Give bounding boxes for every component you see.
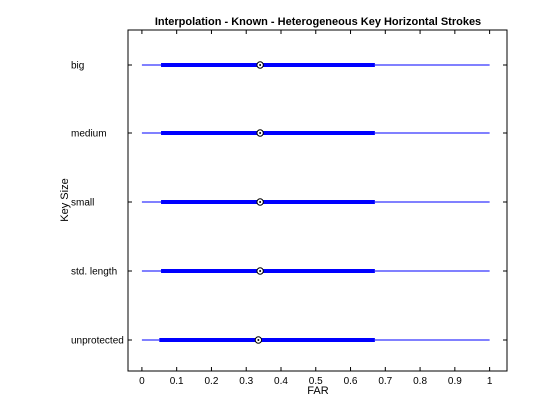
median-dot xyxy=(257,339,259,341)
median-dot xyxy=(259,270,261,272)
y-axis-category-labels: big medium small std. length unprotected xyxy=(71,61,124,347)
category-label: std. length xyxy=(71,267,117,278)
median-dot xyxy=(259,64,261,66)
y-axis-label: Key Size xyxy=(59,178,71,221)
x-axis-label: FAR xyxy=(307,385,328,397)
x-tick-label: 1 xyxy=(487,376,493,387)
x-tick-label: 0.2 xyxy=(204,376,218,387)
chart-title: Interpolation - Known - Heterogeneous Ke… xyxy=(155,16,481,28)
x-tick-label: 0 xyxy=(139,376,145,387)
median-dot xyxy=(259,132,261,134)
x-tick-label: 0.9 xyxy=(448,376,462,387)
x-tick-label: 0.7 xyxy=(378,376,392,387)
x-tick-label: 0.4 xyxy=(274,376,288,387)
median-dot xyxy=(259,201,261,203)
category-label: small xyxy=(71,198,94,209)
x-tick-label: 0.8 xyxy=(413,376,427,387)
category-label: big xyxy=(71,61,84,72)
x-tick-label: 0.1 xyxy=(170,376,184,387)
x-tick-label: 0.3 xyxy=(239,376,253,387)
category-label: unprotected xyxy=(71,336,124,347)
category-label: medium xyxy=(71,129,107,140)
x-tick-label: 0.6 xyxy=(344,376,358,387)
